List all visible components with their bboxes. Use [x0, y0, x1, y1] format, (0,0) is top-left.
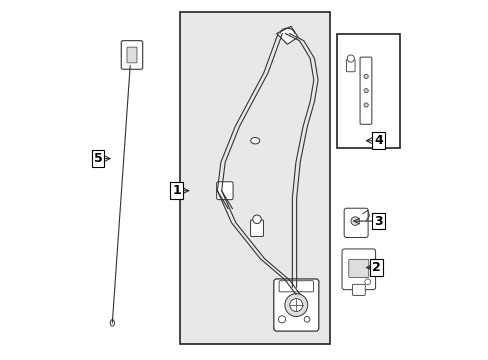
FancyBboxPatch shape: [127, 47, 137, 63]
Circle shape: [285, 294, 307, 316]
Ellipse shape: [110, 320, 114, 326]
FancyBboxPatch shape: [346, 60, 354, 72]
FancyBboxPatch shape: [180, 12, 329, 344]
Polygon shape: [276, 26, 298, 44]
Circle shape: [350, 217, 359, 225]
Text: 1: 1: [172, 184, 181, 197]
FancyBboxPatch shape: [341, 249, 375, 290]
FancyBboxPatch shape: [352, 284, 365, 296]
Circle shape: [363, 74, 367, 78]
FancyBboxPatch shape: [279, 281, 313, 292]
FancyBboxPatch shape: [359, 57, 371, 124]
Circle shape: [252, 215, 261, 224]
FancyBboxPatch shape: [273, 279, 318, 331]
Text: 4: 4: [373, 134, 382, 147]
FancyBboxPatch shape: [337, 33, 399, 148]
FancyBboxPatch shape: [216, 182, 233, 200]
Text: 5: 5: [94, 152, 102, 165]
Circle shape: [364, 279, 370, 285]
Circle shape: [363, 103, 367, 107]
Text: 2: 2: [371, 261, 380, 274]
Text: 3: 3: [373, 215, 382, 228]
FancyBboxPatch shape: [250, 220, 263, 237]
FancyBboxPatch shape: [348, 259, 368, 278]
Circle shape: [363, 89, 367, 93]
Circle shape: [346, 55, 354, 62]
Ellipse shape: [250, 138, 259, 144]
FancyBboxPatch shape: [121, 41, 142, 69]
Circle shape: [304, 316, 309, 322]
Circle shape: [278, 316, 285, 323]
Circle shape: [289, 298, 302, 311]
FancyBboxPatch shape: [344, 208, 367, 238]
